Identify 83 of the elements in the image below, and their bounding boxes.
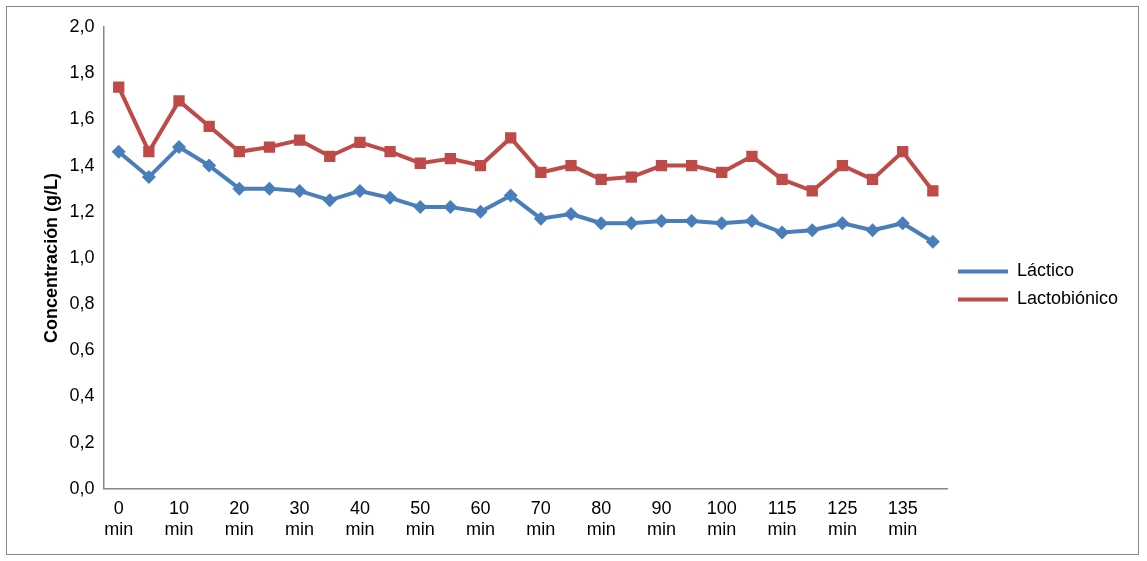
x-tick-label: 50 min (405, 497, 435, 540)
point (624, 216, 639, 231)
point (173, 95, 185, 107)
y-tick-label: 0,6 (69, 339, 95, 360)
point (716, 166, 728, 179)
point (594, 216, 609, 231)
point (776, 173, 788, 186)
point (443, 200, 458, 215)
point (744, 213, 759, 228)
point (835, 216, 850, 231)
point (895, 216, 910, 231)
point (474, 159, 487, 172)
y-tick-label: 0,0 (69, 477, 95, 498)
point (444, 152, 457, 165)
x-tick-label: 70 min (526, 497, 556, 540)
point (836, 159, 849, 172)
legend-label: Láctico (1016, 260, 1074, 281)
x-tick-label: 0 min (104, 497, 134, 540)
point (141, 170, 156, 185)
point (865, 223, 880, 238)
point (352, 183, 367, 198)
point (232, 181, 247, 196)
y-tick-label: 1,6 (69, 108, 95, 129)
point (143, 146, 155, 158)
point (505, 132, 517, 144)
point (564, 207, 579, 222)
point (684, 213, 699, 228)
point (172, 140, 187, 155)
y-tick-label: 2,0 (69, 15, 95, 36)
x-tick-label: 10 min (164, 497, 194, 540)
point (535, 166, 547, 179)
x-tick-label: 30 min (285, 497, 315, 540)
point (203, 120, 215, 132)
point (565, 159, 577, 172)
x-tick-label: 135 min (887, 497, 918, 540)
point (746, 150, 758, 162)
y-tick-label: 1,4 (69, 154, 95, 175)
point (354, 136, 366, 149)
point (383, 190, 398, 205)
point (384, 146, 396, 158)
x-tick-label: 90 min (646, 497, 676, 540)
y-tick-label: 0,4 (69, 385, 95, 406)
point (263, 141, 276, 153)
point (414, 157, 426, 169)
point (113, 81, 125, 93)
point (262, 181, 277, 196)
y-tick-label: 0,2 (69, 431, 95, 452)
point (866, 173, 879, 186)
point (293, 134, 306, 146)
point (654, 213, 669, 228)
point (685, 159, 698, 172)
x-tick-label: 100 min (706, 497, 737, 540)
point (233, 146, 245, 158)
point (655, 159, 668, 172)
point (625, 171, 637, 183)
point (775, 225, 790, 240)
point (202, 158, 217, 173)
point (473, 204, 488, 219)
point (324, 150, 336, 162)
y-tick-label: 0,8 (69, 293, 95, 314)
y-axis-title: Concentración (g/L) (40, 172, 61, 343)
x-tick-label: 80 min (586, 497, 616, 540)
y-tick-label: 1,8 (69, 62, 95, 83)
point (927, 185, 939, 197)
y-tick-label: 1,0 (69, 246, 95, 267)
point (322, 193, 337, 208)
y-tick-label: 1,2 (69, 200, 95, 221)
point (503, 188, 518, 203)
x-tick-label: 125 min (827, 497, 858, 540)
point (925, 234, 940, 249)
point (806, 185, 818, 197)
point (805, 223, 820, 238)
legend-label: Lactobiónico (1016, 288, 1118, 309)
x-tick-label: 20 min (224, 497, 254, 540)
point (111, 144, 126, 159)
point (714, 216, 729, 231)
point (595, 173, 607, 186)
x-tick-label: 60 min (466, 497, 496, 540)
x-tick-label: 115 min (767, 497, 797, 540)
point (897, 146, 909, 158)
x-tick-label: 40 min (345, 497, 375, 540)
point (292, 183, 307, 198)
point (533, 211, 548, 226)
